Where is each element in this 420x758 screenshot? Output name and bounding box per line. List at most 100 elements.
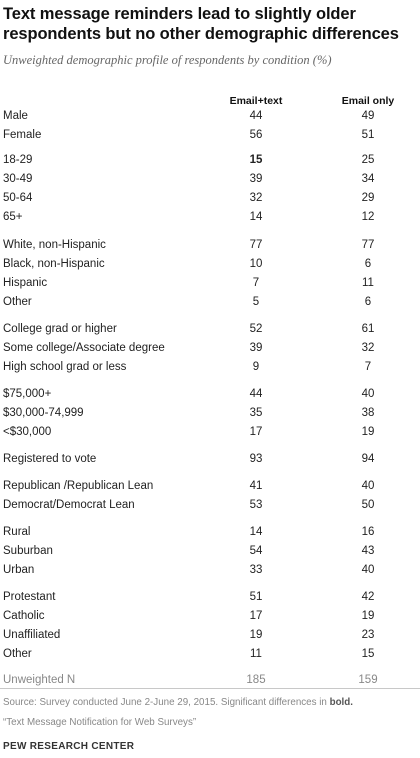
cell-email-text: 10 bbox=[249, 258, 263, 270]
cell-email-only: 11 bbox=[362, 277, 374, 289]
table-row: Unaffiliated 19 23 bbox=[0, 626, 420, 644]
footer-divider bbox=[0, 688, 420, 689]
row-label: Unweighted N bbox=[3, 674, 76, 686]
table-row: Hispanic 7 11 bbox=[0, 274, 420, 292]
cell-email-only: 12 bbox=[361, 211, 375, 223]
table-row: Suburban 54 43 bbox=[0, 542, 420, 560]
table-row: $75,000+ 44 40 bbox=[0, 385, 420, 403]
cell-email-text: 185 bbox=[246, 674, 266, 686]
table-row: $30,000-74,999 35 38 bbox=[0, 404, 420, 422]
row-label: Registered to vote bbox=[3, 453, 97, 465]
row-label: Suburban bbox=[3, 545, 53, 557]
cell-email-text: 14 bbox=[249, 211, 263, 223]
cell-email-only: 40 bbox=[361, 480, 375, 492]
row-label: Other bbox=[3, 296, 32, 308]
cell-email-only: 159 bbox=[358, 674, 378, 686]
table-row: Protestant 51 42 bbox=[0, 588, 420, 606]
cell-email-only: 19 bbox=[361, 610, 375, 622]
table-row: <$30,000 17 19 bbox=[0, 423, 420, 441]
source-text: Source: Survey conducted June 2-June 29,… bbox=[3, 697, 330, 708]
cell-email-text: 17 bbox=[249, 426, 263, 438]
chart-subtitle: Unweighted demographic profile of respon… bbox=[3, 53, 332, 67]
cell-email-text: 39 bbox=[249, 173, 263, 185]
cell-email-only: 16 bbox=[361, 526, 375, 538]
table-row: Male 44 49 bbox=[0, 107, 420, 125]
cell-email-only: 49 bbox=[361, 110, 375, 122]
report-note: “Text Message Notification for Web Surve… bbox=[3, 717, 197, 728]
table-row: Female 56 51 bbox=[0, 126, 420, 144]
cell-email-text: 15 bbox=[249, 154, 263, 166]
row-label: Some college/Associate degree bbox=[3, 342, 165, 354]
cell-email-text: 41 bbox=[249, 480, 263, 492]
row-label: Female bbox=[3, 129, 42, 141]
cell-email-text: 32 bbox=[249, 192, 263, 204]
cell-email-text: 11 bbox=[250, 648, 262, 660]
cell-email-text: 93 bbox=[249, 453, 263, 465]
cell-email-only: 38 bbox=[361, 407, 375, 419]
source-bold-text: bold. bbox=[329, 697, 353, 708]
row-label: Rural bbox=[3, 526, 31, 538]
row-label: Urban bbox=[3, 564, 35, 576]
row-label: 65+ bbox=[3, 211, 23, 223]
cell-email-only: 19 bbox=[361, 426, 375, 438]
cell-email-text: 52 bbox=[249, 323, 263, 335]
source-note: Source: Survey conducted June 2-June 29,… bbox=[3, 697, 415, 708]
table-row: Other 11 15 bbox=[0, 645, 420, 663]
cell-email-text: 9 bbox=[252, 361, 260, 373]
cell-email-text: 77 bbox=[249, 239, 263, 251]
cell-email-text: 33 bbox=[249, 564, 263, 576]
cell-email-only: 43 bbox=[361, 545, 375, 557]
row-label: College grad or higher bbox=[3, 323, 117, 335]
cell-email-text: 19 bbox=[249, 629, 263, 641]
cell-email-only: 25 bbox=[361, 154, 375, 166]
row-label: Male bbox=[3, 110, 28, 122]
row-label: Hispanic bbox=[3, 277, 48, 289]
row-label: Other bbox=[3, 648, 32, 660]
table-row: High school grad or less 9 7 bbox=[0, 358, 420, 376]
cell-email-only: 40 bbox=[361, 564, 375, 576]
cell-email-text: 5 bbox=[252, 296, 260, 308]
cell-email-only: 42 bbox=[361, 591, 375, 603]
cell-email-only: 34 bbox=[361, 173, 375, 185]
column-header-email-only: Email only bbox=[341, 95, 395, 107]
cell-email-only: 23 bbox=[361, 629, 375, 641]
chart-title: Text message reminders lead to slightly … bbox=[3, 5, 399, 43]
row-label: High school grad or less bbox=[3, 361, 127, 373]
table-row: 30-49 39 34 bbox=[0, 170, 420, 188]
row-label: 18-29 bbox=[3, 154, 33, 166]
cell-email-text: 7 bbox=[252, 277, 260, 289]
row-label: Protestant bbox=[3, 591, 56, 603]
cell-email-text: 35 bbox=[249, 407, 263, 419]
row-label: $75,000+ bbox=[3, 388, 52, 400]
row-label: White, non-Hispanic bbox=[3, 239, 106, 251]
table-row: Rural 14 16 bbox=[0, 523, 420, 541]
row-label: <$30,000 bbox=[3, 426, 52, 438]
cell-email-only: 61 bbox=[361, 323, 375, 335]
row-label: Unaffiliated bbox=[3, 629, 61, 641]
table-row: 65+ 14 12 bbox=[0, 208, 420, 226]
table-row: Democrat/Democrat Lean 53 50 bbox=[0, 496, 420, 514]
row-label: 30-49 bbox=[3, 173, 33, 185]
cell-email-only: 50 bbox=[361, 499, 375, 511]
cell-email-only: 77 bbox=[361, 239, 375, 251]
cell-email-only: 6 bbox=[364, 296, 372, 308]
cell-email-only: 32 bbox=[361, 342, 375, 354]
table-row: Black, non-Hispanic 10 6 bbox=[0, 255, 420, 273]
table-row: 50-64 32 29 bbox=[0, 189, 420, 207]
cell-email-text: 44 bbox=[249, 110, 263, 122]
cell-email-text: 53 bbox=[249, 499, 263, 511]
cell-email-text: 54 bbox=[249, 545, 263, 557]
table-row: College grad or higher 52 61 bbox=[0, 320, 420, 338]
cell-email-only: 7 bbox=[364, 361, 372, 373]
cell-email-only: 51 bbox=[361, 129, 375, 141]
row-label: 50-64 bbox=[3, 192, 33, 204]
table-row: Unweighted N 185 159 bbox=[0, 671, 420, 689]
row-label: Democrat/Democrat Lean bbox=[3, 499, 135, 511]
cell-email-text: 51 bbox=[249, 591, 263, 603]
table-row: White, non-Hispanic 77 77 bbox=[0, 236, 420, 254]
row-label: $30,000-74,999 bbox=[3, 407, 84, 419]
table-row: Catholic 17 19 bbox=[0, 607, 420, 625]
row-label: Catholic bbox=[3, 610, 45, 622]
column-header-email-text: Email+text bbox=[229, 95, 283, 107]
